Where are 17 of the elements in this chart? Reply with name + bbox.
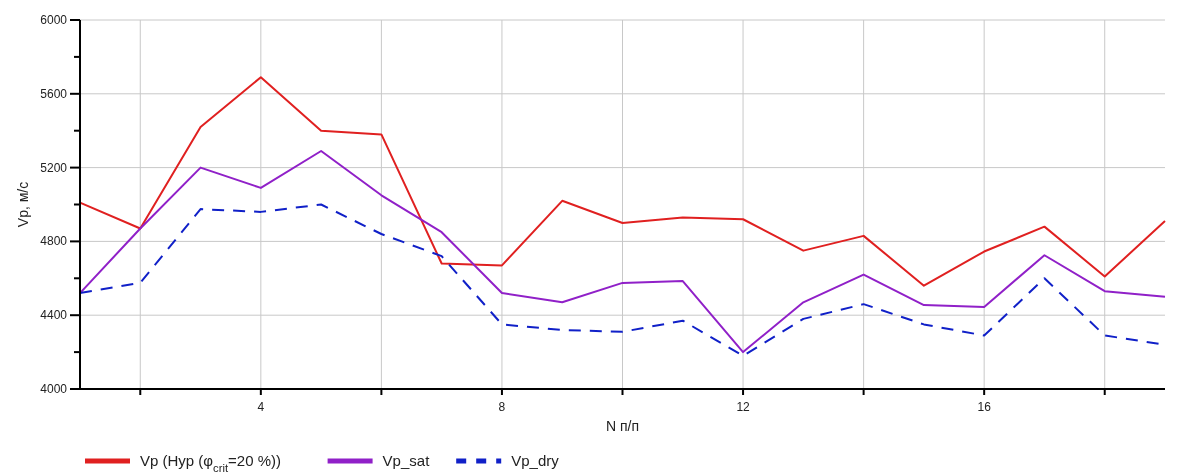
y-tick-label: 4400 bbox=[40, 308, 68, 323]
y-tick-label: 4800 bbox=[40, 234, 68, 249]
y-tick-label: 5200 bbox=[40, 160, 68, 175]
x-tick-label: 12 bbox=[736, 400, 751, 414]
y-tick-label: 6000 bbox=[40, 13, 68, 27]
x-axis-title: N п/п bbox=[605, 418, 640, 434]
y-axis-title: Vp, м/с bbox=[15, 181, 31, 228]
x-tick-label: 16 bbox=[977, 400, 992, 414]
legend-label: Vp_sat bbox=[382, 452, 431, 469]
y-tick-label: 4000 bbox=[40, 382, 68, 396]
line-series bbox=[79, 150, 1166, 354]
x-tick-label: 8 bbox=[498, 400, 506, 414]
legend-label: Vp_dry bbox=[511, 452, 560, 469]
line-series bbox=[79, 76, 1166, 287]
legend-label: Vp (Hyp (φ$_{crit}$=20 %)) bbox=[140, 452, 282, 473]
x-tick-label: 4 bbox=[257, 400, 265, 414]
y-tick-label: 5600 bbox=[40, 86, 68, 101]
